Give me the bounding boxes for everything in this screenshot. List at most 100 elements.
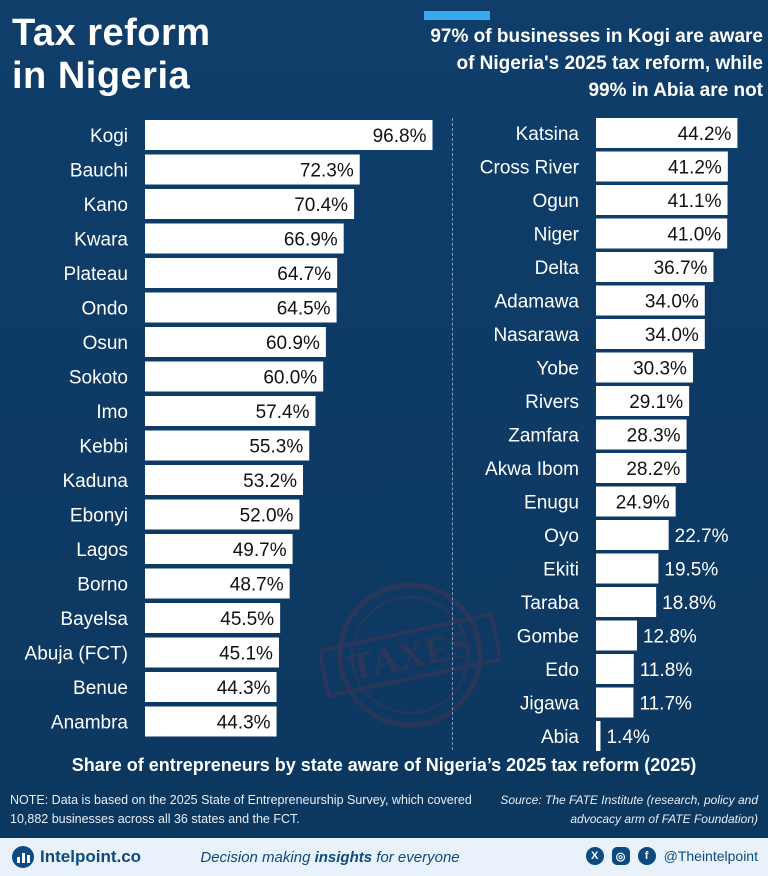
survey-note: NOTE: Data is based on the 2025 State of…	[10, 793, 472, 826]
data-label: 96.8%	[373, 126, 427, 147]
category-label: Delta	[535, 258, 580, 279]
data-label: 29.1%	[629, 392, 683, 413]
bar	[596, 520, 669, 550]
data-label: 41.0%	[667, 225, 721, 246]
category-label: Nasarawa	[493, 325, 579, 346]
category-label: Rivers	[525, 392, 579, 413]
bar	[596, 285, 705, 316]
category-label: Kano	[84, 195, 128, 216]
category-label: Plateau	[64, 264, 128, 285]
category-label: Bayelsa	[60, 609, 128, 630]
headline-subtitle: 97% of businesses in Kogi are aware of N…	[430, 26, 763, 101]
category-label: Abuja (FCT)	[25, 644, 128, 665]
bar	[596, 352, 693, 383]
data-label: 34.0%	[645, 325, 699, 346]
tagline-end: for everyone	[372, 849, 460, 866]
title-line-2: in Nigeria	[12, 55, 191, 97]
bar	[596, 654, 634, 684]
data-label: 45.1%	[219, 644, 273, 665]
data-label: 52.0%	[240, 506, 294, 527]
bar	[145, 672, 277, 702]
data-label: 45.5%	[220, 609, 274, 630]
data-label: 53.2%	[243, 471, 297, 492]
category-label: Yobe	[536, 359, 579, 380]
data-label: 44.3%	[217, 713, 271, 734]
data-label: 24.9%	[616, 493, 670, 514]
facebook-icon[interactable]: f	[637, 847, 656, 865]
bar	[145, 637, 279, 668]
bar	[596, 386, 690, 416]
bar	[596, 218, 728, 249]
bar	[145, 706, 277, 737]
instagram-icon[interactable]: ◎	[611, 847, 630, 865]
data-label: 22.7%	[675, 526, 729, 547]
category-label: Bauchi	[70, 161, 128, 182]
bar	[596, 721, 601, 751]
bar	[145, 534, 293, 564]
category-label: Ebonyi	[70, 506, 128, 527]
panel-divider	[452, 118, 453, 750]
data-label: 36.7%	[654, 258, 708, 279]
taxes-stamp-watermark: TAXES	[320, 582, 500, 728]
data-label: 60.9%	[266, 333, 320, 354]
category-label: Adamawa	[495, 292, 580, 313]
page-title: Tax reform in Nigeria	[12, 12, 211, 98]
category-label: Gombe	[517, 627, 579, 648]
bar	[596, 620, 637, 651]
social-handle[interactable]: @Theintelpoint	[663, 848, 758, 864]
data-label: 41.1%	[668, 191, 722, 212]
category-label: Niger	[534, 225, 580, 246]
data-label: 49.7%	[233, 540, 287, 561]
data-label: 64.5%	[277, 299, 331, 320]
source-text: Source: The FATE Institute (research, po…	[500, 793, 758, 826]
category-label: Anambra	[51, 713, 129, 734]
data-label: 1.4%	[606, 727, 649, 748]
x-icon[interactable]: X	[585, 847, 604, 865]
bar	[145, 465, 304, 495]
category-label: Zamfara	[508, 426, 579, 447]
bar	[145, 189, 355, 219]
category-label: Kogi	[90, 126, 128, 147]
brand-logo[interactable]: Intelpoint.co	[12, 846, 141, 868]
data-label: 41.2%	[668, 158, 722, 179]
social-links: X ◎ f @Theintelpoint	[585, 847, 758, 865]
bar	[145, 258, 338, 288]
bar	[145, 327, 326, 357]
category-label: Jigawa	[520, 694, 580, 715]
data-label: 19.5%	[664, 560, 718, 581]
category-label: Lagos	[76, 540, 128, 561]
bar	[596, 553, 659, 584]
tagline-start: Decision making	[200, 849, 315, 866]
category-label: Taraba	[521, 593, 580, 614]
chart-caption: Share of entrepreneurs by state aware of…	[71, 755, 697, 775]
bar	[145, 396, 316, 426]
category-label: Akwa Ibom	[485, 459, 579, 480]
category-label: Imo	[96, 402, 128, 423]
category-label: Benue	[73, 678, 128, 699]
bar	[145, 154, 360, 185]
category-label: Ekiti	[543, 560, 579, 581]
data-label: 72.3%	[300, 161, 354, 182]
tagline: Decision making insights for everyone	[0, 849, 660, 866]
data-label: 64.7%	[277, 264, 331, 285]
data-label: 44.2%	[678, 124, 732, 145]
data-label: 12.8%	[643, 627, 697, 648]
bar	[145, 430, 310, 461]
category-label: Sokoto	[69, 368, 128, 389]
bar	[596, 687, 634, 718]
category-label: Osun	[83, 333, 128, 354]
footer-bar: Intelpoint.co Decision making insights f…	[0, 838, 768, 876]
bar	[596, 486, 676, 517]
category-label: Kebbi	[79, 437, 128, 458]
category-label: Cross River	[480, 158, 580, 179]
data-label: 18.8%	[662, 593, 716, 614]
data-label: 28.2%	[626, 459, 680, 480]
data-label: 60.0%	[263, 368, 317, 389]
category-label: Katsina	[516, 124, 580, 145]
category-label: Ogun	[533, 191, 579, 212]
bar	[596, 118, 738, 148]
category-label: Kaduna	[62, 471, 128, 492]
data-label: 55.3%	[249, 437, 303, 458]
bar	[145, 292, 337, 323]
data-label: 11.8%	[640, 660, 693, 681]
